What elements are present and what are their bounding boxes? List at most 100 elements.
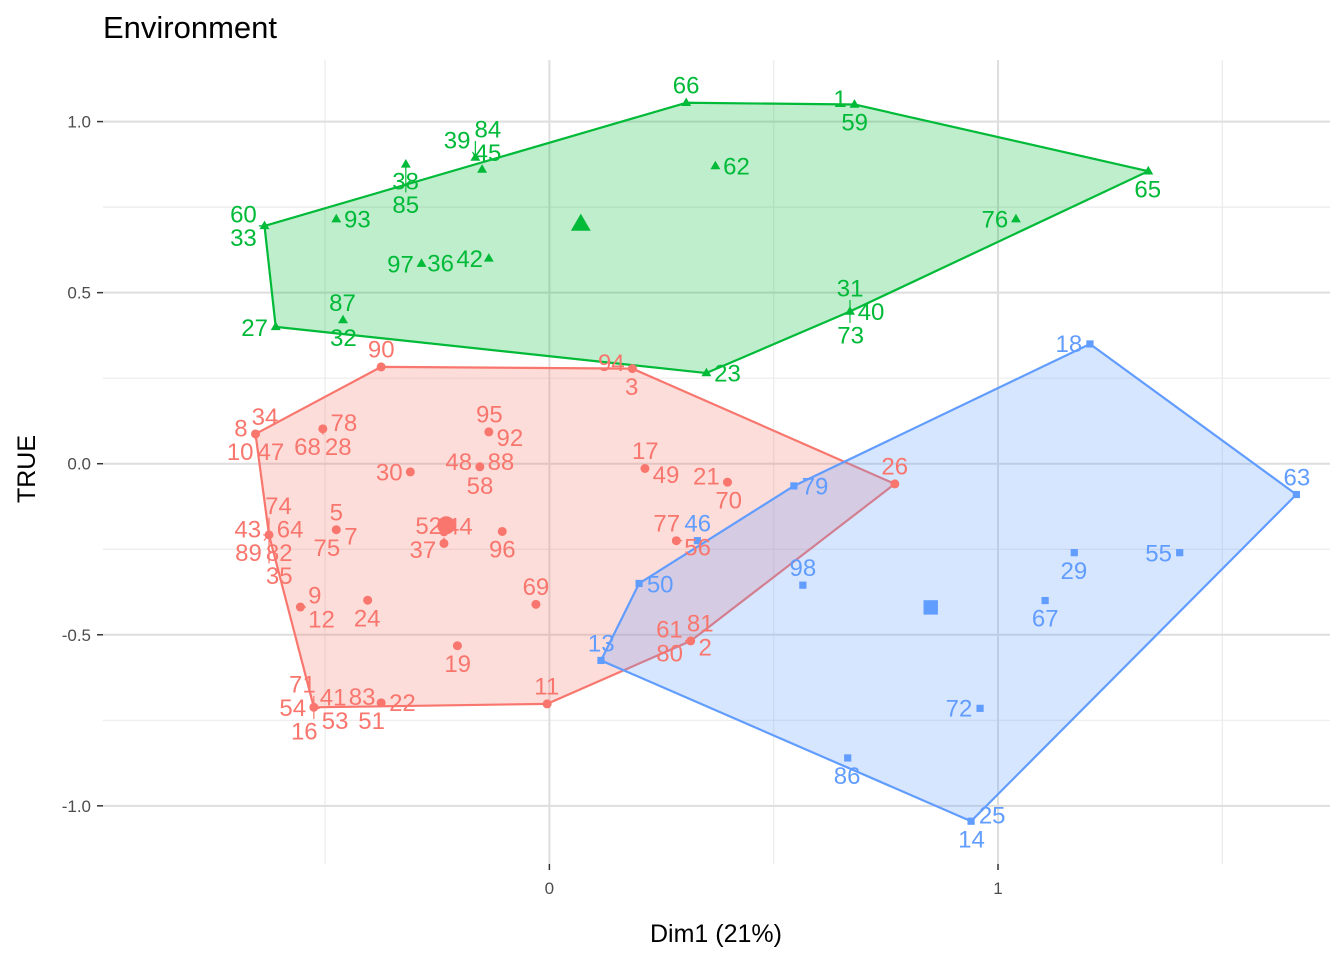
data-point xyxy=(693,537,702,545)
group-centroids xyxy=(437,213,938,615)
point-label: 3 xyxy=(625,374,638,401)
point-label: 73 xyxy=(837,322,864,349)
data-point xyxy=(400,159,411,168)
x-axis-title: Dim1 (21%) xyxy=(650,920,782,948)
point-label: 41 xyxy=(320,684,347,711)
data-point xyxy=(640,464,650,474)
point-label: 89 xyxy=(235,540,262,567)
point-label: 54 xyxy=(279,695,306,722)
group-centroid xyxy=(923,600,938,615)
y-tick-label: -0.5 xyxy=(62,626,91,645)
point-label: 56 xyxy=(684,534,711,561)
point-label: 96 xyxy=(489,537,516,564)
point-label: 7 xyxy=(344,523,357,550)
data-point xyxy=(710,160,721,170)
major-gridlines xyxy=(103,60,1330,864)
point-label: 68 xyxy=(294,434,321,461)
point-label: 22 xyxy=(389,690,416,717)
point-label: 42 xyxy=(456,246,483,273)
point-label: 1 xyxy=(833,86,846,113)
data-point xyxy=(849,99,860,108)
data-point xyxy=(483,253,494,262)
data-point xyxy=(681,97,692,107)
data-point xyxy=(251,429,261,439)
point-label: 48 xyxy=(445,449,472,476)
point-label: 17 xyxy=(632,438,659,465)
point-label: 92 xyxy=(497,425,524,452)
x-tick-label: 0 xyxy=(545,879,554,898)
data-point xyxy=(439,538,449,548)
point-label: 5 xyxy=(330,499,343,526)
data-point xyxy=(1086,340,1094,348)
data-point xyxy=(270,321,281,331)
data-point xyxy=(967,817,975,825)
point-labels: 2357891011121617192122242628303435374143… xyxy=(227,73,1310,854)
point-label: 35 xyxy=(266,563,293,590)
point-label: 36 xyxy=(427,251,454,278)
point-label: 98 xyxy=(790,555,817,582)
data-point xyxy=(1176,549,1184,557)
minor-gridlines xyxy=(103,60,1330,864)
data-point xyxy=(976,704,984,712)
data-point xyxy=(1041,596,1049,605)
point-label: 33 xyxy=(230,225,257,252)
data-point xyxy=(701,367,712,377)
data-point xyxy=(722,477,732,487)
data-point xyxy=(264,530,274,540)
data-point xyxy=(405,467,415,477)
data-point xyxy=(890,479,900,489)
point-label: 60 xyxy=(230,201,257,228)
point-label: 62 xyxy=(723,153,750,180)
point-label: 24 xyxy=(354,605,381,632)
point-label: 64 xyxy=(277,517,304,544)
data-point xyxy=(475,462,485,472)
point-label: 45 xyxy=(475,140,502,167)
data-point xyxy=(259,220,270,230)
point-label: 69 xyxy=(523,574,550,601)
point-label: 93 xyxy=(344,207,371,234)
data-point xyxy=(686,636,696,646)
point-label: 74 xyxy=(265,493,292,520)
group-centroid xyxy=(437,516,456,535)
point-label: 67 xyxy=(1032,606,1059,633)
point-label: 40 xyxy=(858,299,885,326)
point-label: 46 xyxy=(684,510,711,537)
y-tick-label: 1.0 xyxy=(67,113,91,132)
point-label: 13 xyxy=(588,630,615,657)
data-point xyxy=(309,702,319,712)
point-label: 27 xyxy=(241,315,268,342)
point-label: 25 xyxy=(979,803,1006,830)
data-point xyxy=(452,641,462,651)
data-point xyxy=(597,656,605,665)
point-label: 44 xyxy=(446,513,473,540)
point-label: 81 xyxy=(687,611,714,638)
y-tick-label: 0.0 xyxy=(67,455,91,474)
point-label: 63 xyxy=(1284,464,1311,491)
point-label: 26 xyxy=(881,454,908,481)
point-label: 37 xyxy=(410,537,437,564)
point-label: 78 xyxy=(331,410,358,437)
y-tick-label: 0.5 xyxy=(67,284,91,303)
group-centroid xyxy=(570,213,591,231)
point-label: 8 xyxy=(234,415,247,442)
data-point xyxy=(845,306,855,315)
point-label: 82 xyxy=(266,540,293,567)
point-label: 90 xyxy=(368,337,395,364)
point-label: 11 xyxy=(534,674,559,701)
point-label: 32 xyxy=(330,325,357,352)
point-label: 85 xyxy=(392,192,419,219)
data-point xyxy=(331,525,341,535)
data-point xyxy=(1011,213,1021,223)
point-label: 21 xyxy=(693,464,720,491)
data-point xyxy=(376,698,386,708)
data-point xyxy=(1143,165,1154,175)
data-point xyxy=(1070,549,1078,557)
data-point xyxy=(477,164,488,173)
axis-ticks: 0 1 1.0 0.5 0.0 -0.5 -1.0 xyxy=(62,113,1003,898)
point-label: 16 xyxy=(291,718,318,745)
point-label: 34 xyxy=(252,404,279,431)
point-label: 95 xyxy=(476,401,503,428)
point-label: 19 xyxy=(444,651,471,678)
